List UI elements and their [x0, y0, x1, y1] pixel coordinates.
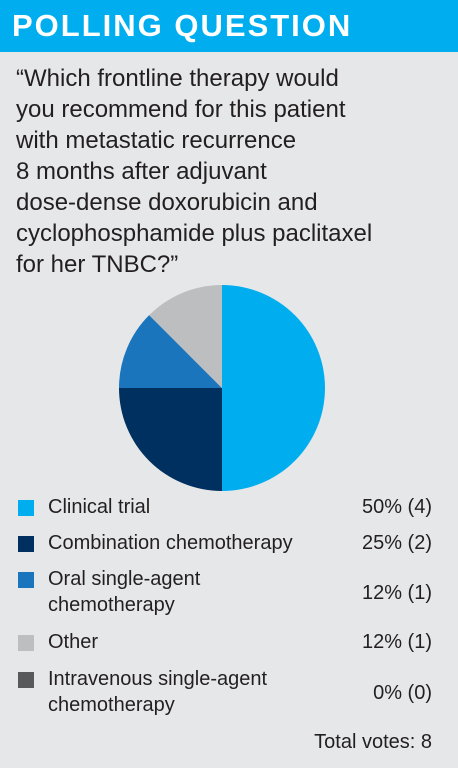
question-line: you recommend for this patient	[16, 96, 346, 123]
legend-label: Clinical trial	[48, 496, 151, 518]
legend-value: 0% (0)	[373, 682, 432, 704]
legend-swatch	[18, 572, 34, 588]
pie-slice-oral-single-agent-chemotherapy	[119, 315, 222, 388]
page-title: POLLING QUESTION	[12, 8, 353, 43]
question-line: “Which frontline therapy would	[16, 65, 339, 92]
legend-swatch	[18, 635, 34, 651]
legend-label: chemotherapy	[48, 694, 175, 716]
legend-label: chemotherapy	[48, 594, 175, 616]
total-votes: Total votes: 8	[314, 731, 432, 753]
pie-slice-combination-chemotherapy	[119, 388, 222, 491]
legend-label: Combination chemotherapy	[48, 532, 293, 554]
header-bar: POLLING QUESTION	[0, 0, 458, 52]
legend-value: 12% (1)	[361, 582, 432, 604]
legend-label: Oral single-agent	[48, 568, 201, 590]
legend-swatch	[18, 672, 34, 688]
legend-value: 25% (2)	[361, 532, 432, 554]
question-line: dose-dense doxorubicin and	[16, 189, 318, 216]
pie-slice-other	[149, 285, 222, 388]
question-line: 8 months after adjuvant	[16, 158, 267, 185]
question-line: for her TNBC?”	[16, 251, 179, 278]
legend-label: Other	[48, 631, 99, 653]
legend-swatch	[18, 536, 34, 552]
legend-value: 50% (4)	[361, 496, 432, 518]
question-line: with metastatic recurrence	[16, 127, 297, 154]
legend-swatch	[18, 500, 34, 516]
pie-chart	[119, 285, 325, 491]
poll-question: “Which frontline therapy would you recom…	[16, 63, 446, 280]
legend-value: 12% (1)	[361, 631, 432, 653]
question-line: cyclophosphamide plus paclitaxel	[16, 220, 373, 247]
legend-label: Intravenous single-agent	[48, 668, 268, 690]
pie-slice-clinical-trial	[222, 285, 325, 491]
